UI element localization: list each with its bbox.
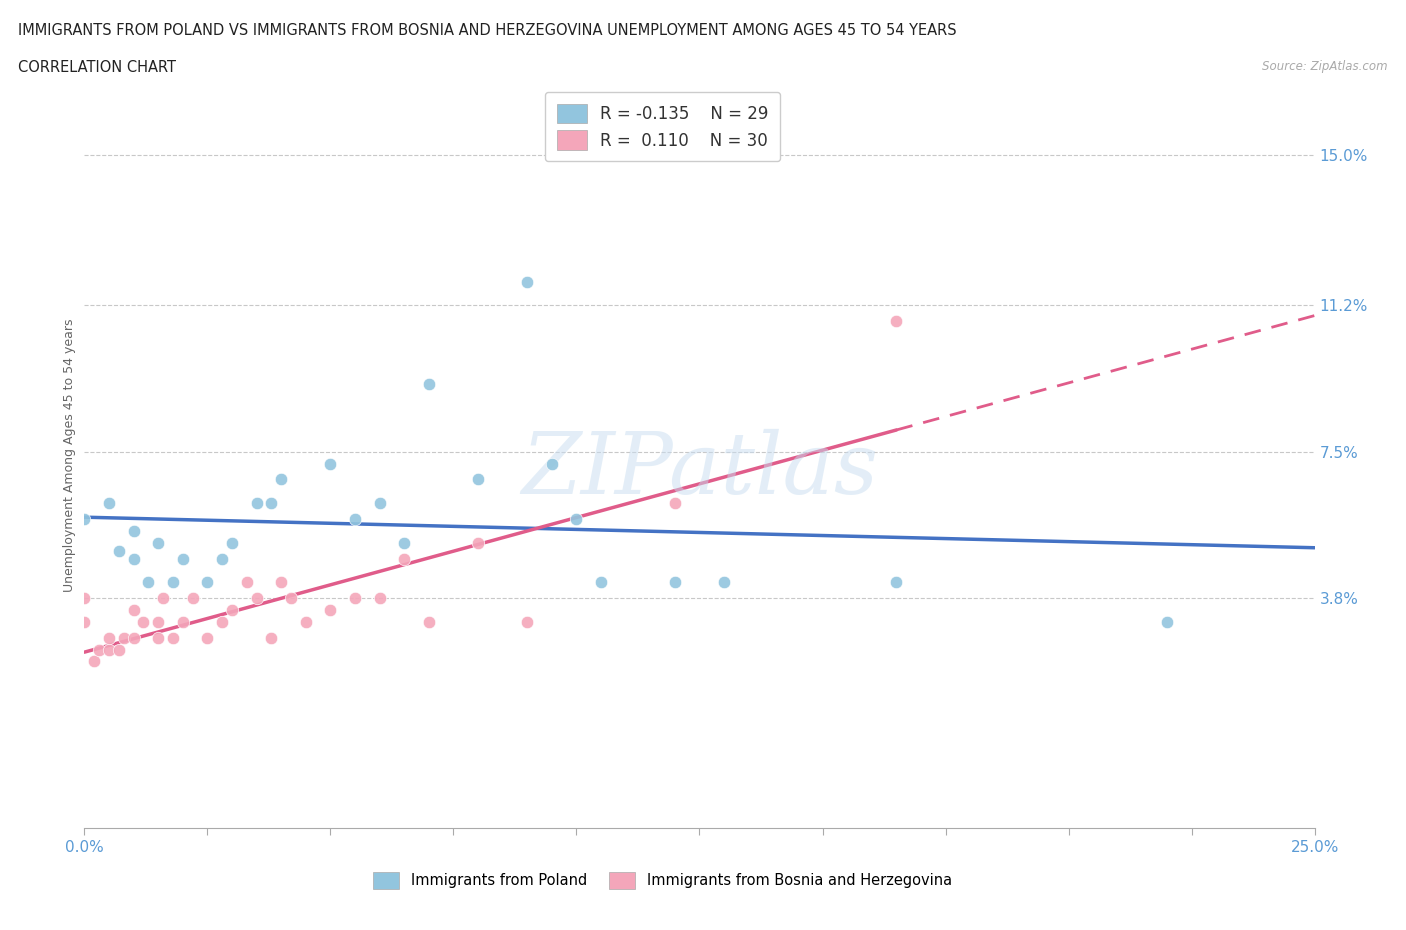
Point xyxy=(295,615,318,630)
Point xyxy=(319,603,342,618)
Point xyxy=(236,575,259,590)
Point xyxy=(132,615,155,630)
Point xyxy=(246,591,269,605)
Point xyxy=(108,643,131,658)
Point xyxy=(344,512,367,526)
Point xyxy=(260,631,283,645)
Point xyxy=(713,575,735,590)
Point xyxy=(172,615,194,630)
Point xyxy=(221,603,243,618)
Point xyxy=(98,631,121,645)
Point xyxy=(138,575,160,590)
Point xyxy=(73,591,96,605)
Point xyxy=(98,643,121,658)
Point xyxy=(368,591,391,605)
Point xyxy=(260,496,283,511)
Point xyxy=(112,631,135,645)
Point xyxy=(270,575,292,590)
Point xyxy=(148,615,170,630)
Point xyxy=(394,551,416,566)
Text: IMMIGRANTS FROM POLAND VS IMMIGRANTS FROM BOSNIA AND HERZEGOVINA UNEMPLOYMENT AM: IMMIGRANTS FROM POLAND VS IMMIGRANTS FRO… xyxy=(18,23,957,38)
Point xyxy=(172,551,194,566)
Point xyxy=(148,631,170,645)
Point xyxy=(197,631,219,645)
Point xyxy=(516,274,538,289)
Point xyxy=(122,631,145,645)
Point xyxy=(467,472,489,487)
Point xyxy=(541,457,564,472)
Point xyxy=(148,536,170,551)
Point xyxy=(162,575,184,590)
Point xyxy=(83,654,105,669)
Point xyxy=(181,591,204,605)
Point xyxy=(162,631,184,645)
Point xyxy=(886,313,908,328)
Point xyxy=(122,551,145,566)
Point xyxy=(211,551,233,566)
Point xyxy=(368,496,391,511)
Point xyxy=(73,615,96,630)
Point xyxy=(122,603,145,618)
Point xyxy=(664,496,686,511)
Text: CORRELATION CHART: CORRELATION CHART xyxy=(18,60,176,75)
Point xyxy=(108,543,131,558)
Text: ZIPatlas: ZIPatlas xyxy=(520,430,879,512)
Point xyxy=(280,591,302,605)
Point xyxy=(152,591,174,605)
Point xyxy=(467,536,489,551)
Point xyxy=(394,536,416,551)
Point xyxy=(886,575,908,590)
Point xyxy=(270,472,292,487)
Point xyxy=(344,591,367,605)
Point xyxy=(122,524,145,538)
Point xyxy=(89,643,111,658)
Point xyxy=(565,512,588,526)
Text: Source: ZipAtlas.com: Source: ZipAtlas.com xyxy=(1263,60,1388,73)
Point xyxy=(98,496,121,511)
Point xyxy=(664,575,686,590)
Point xyxy=(418,615,440,630)
Y-axis label: Unemployment Among Ages 45 to 54 years: Unemployment Among Ages 45 to 54 years xyxy=(63,319,76,592)
Point xyxy=(418,377,440,392)
Point xyxy=(73,512,96,526)
Legend: Immigrants from Poland, Immigrants from Bosnia and Herzegovina: Immigrants from Poland, Immigrants from … xyxy=(367,867,957,895)
Point xyxy=(1156,615,1178,630)
Point xyxy=(319,457,342,472)
Point xyxy=(591,575,613,590)
Point xyxy=(221,536,243,551)
Point xyxy=(246,496,269,511)
Point xyxy=(197,575,219,590)
Point xyxy=(211,615,233,630)
Point xyxy=(516,615,538,630)
